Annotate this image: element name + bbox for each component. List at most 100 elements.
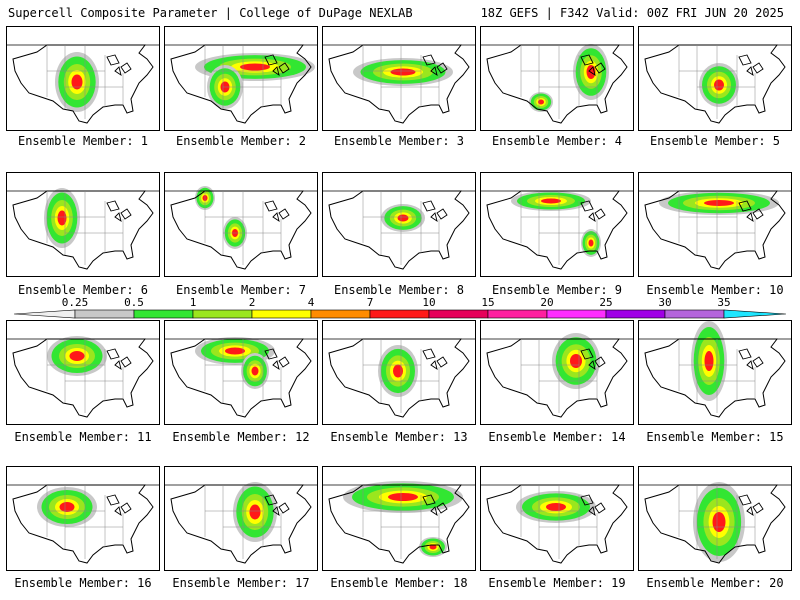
state-lines (362, 45, 440, 119)
colorbar-tick-label: 10 (422, 296, 436, 309)
member-caption: Ensemble Member: 11 (14, 430, 152, 444)
scp-field (69, 351, 85, 361)
great-lakes (106, 54, 132, 77)
colorbar-segment (664, 309, 725, 319)
scp-field (712, 512, 726, 532)
great-lakes (738, 200, 764, 223)
colorbar-tick-label: 0.25 (61, 296, 89, 309)
scp-field (570, 354, 582, 368)
great-lakes (264, 348, 290, 371)
colorbar-segment (487, 309, 548, 319)
page-title: Supercell Composite Parameter | College … (8, 6, 413, 20)
member-caption: Ensemble Member: 7 (175, 283, 307, 297)
ensemble-map-16 (6, 466, 160, 571)
great-lakes (580, 54, 606, 77)
colorbar-segment (74, 309, 135, 319)
member-caption: Ensemble Member: 19 (488, 576, 626, 590)
colorbar (13, 309, 787, 319)
great-lakes (264, 494, 290, 517)
colorbar-tick-label: 35 (717, 296, 731, 309)
ensemble-map-14 (480, 320, 634, 425)
member-caption: Ensemble Member: 13 (330, 430, 468, 444)
member-caption: Ensemble Member: 15 (646, 430, 784, 444)
ensemble-map-8 (322, 172, 476, 277)
colorbar-tick-label: 4 (307, 296, 315, 309)
great-lakes (106, 494, 132, 517)
colorbar-tick-label: 20 (540, 296, 554, 309)
scp-field (251, 366, 259, 376)
scp-field (225, 347, 245, 355)
scp-field (588, 239, 594, 247)
colorbar-segment (192, 309, 253, 319)
colorbar-tick-label: 1 (189, 296, 197, 309)
great-lakes (106, 200, 132, 223)
run-info: 18Z GEFS | F342 Valid: 00Z FRI JUN 20 20… (480, 6, 784, 20)
ensemble-map-2 (164, 26, 318, 131)
member-caption: Ensemble Member: 16 (14, 576, 152, 590)
scp-field (546, 503, 566, 511)
state-lines (520, 191, 598, 265)
scp-field (538, 99, 544, 105)
ensemble-map-11 (6, 320, 160, 425)
great-lakes (580, 494, 606, 517)
state-lines (204, 191, 282, 265)
colorbar-tick-label: 7 (366, 296, 374, 309)
state-lines (362, 339, 440, 413)
colorbar-segment (369, 309, 430, 319)
state-lines (46, 45, 124, 119)
member-caption: Ensemble Member: 20 (646, 576, 784, 590)
ensemble-map-12 (164, 320, 318, 425)
colorbar-segment (428, 309, 489, 319)
colorbar-tick-label: 30 (658, 296, 672, 309)
state-lines (204, 339, 282, 413)
scp-field (704, 200, 734, 206)
state-lines (204, 45, 282, 119)
colorbar-tick-label: 25 (599, 296, 613, 309)
ensemble-map-18 (322, 466, 476, 571)
scp-field (541, 198, 561, 204)
member-caption: Ensemble Member: 8 (333, 283, 465, 297)
ensemble-map-17 (164, 466, 318, 571)
member-caption: Ensemble Member: 9 (491, 283, 623, 297)
state-lines (678, 339, 756, 413)
state-lines (678, 45, 756, 119)
ensemble-map-15 (638, 320, 792, 425)
ensemble-map-10 (638, 172, 792, 277)
colorbar-segment (546, 309, 607, 319)
state-lines (678, 485, 756, 559)
scp-field (393, 364, 403, 378)
great-lakes (422, 200, 448, 223)
member-caption: Ensemble Member: 12 (172, 430, 310, 444)
great-lakes (738, 348, 764, 371)
ensemble-map-19 (480, 466, 634, 571)
scp-field (397, 214, 409, 222)
ensemble-map-4 (480, 26, 634, 131)
ensemble-map-5 (638, 26, 792, 131)
ensemble-map-1 (6, 26, 160, 131)
state-lines (520, 45, 598, 119)
ensemble-map-13 (322, 320, 476, 425)
great-lakes (264, 200, 290, 223)
great-lakes (580, 348, 606, 371)
state-lines (46, 191, 124, 265)
ensemble-map-3 (322, 26, 476, 131)
scp-field (390, 68, 416, 76)
member-caption: Ensemble Member: 4 (491, 134, 623, 148)
colorbar-tick-label: 2 (248, 296, 256, 309)
state-lines (362, 191, 440, 265)
scp-field (704, 351, 714, 371)
scp-field (57, 210, 67, 226)
colorbar-left-arrow (13, 309, 76, 319)
scp-field (59, 502, 75, 512)
state-lines (204, 485, 282, 559)
member-caption: Ensemble Member: 10 (646, 283, 784, 297)
colorbar-tick-label: 15 (481, 296, 495, 309)
great-lakes (422, 348, 448, 371)
great-lakes (106, 348, 132, 371)
state-lines (520, 485, 598, 559)
great-lakes (580, 200, 606, 223)
state-lines (678, 191, 756, 265)
ensemble-map-6 (6, 172, 160, 277)
scp-field (249, 504, 261, 520)
member-caption: Ensemble Member: 3 (333, 134, 465, 148)
